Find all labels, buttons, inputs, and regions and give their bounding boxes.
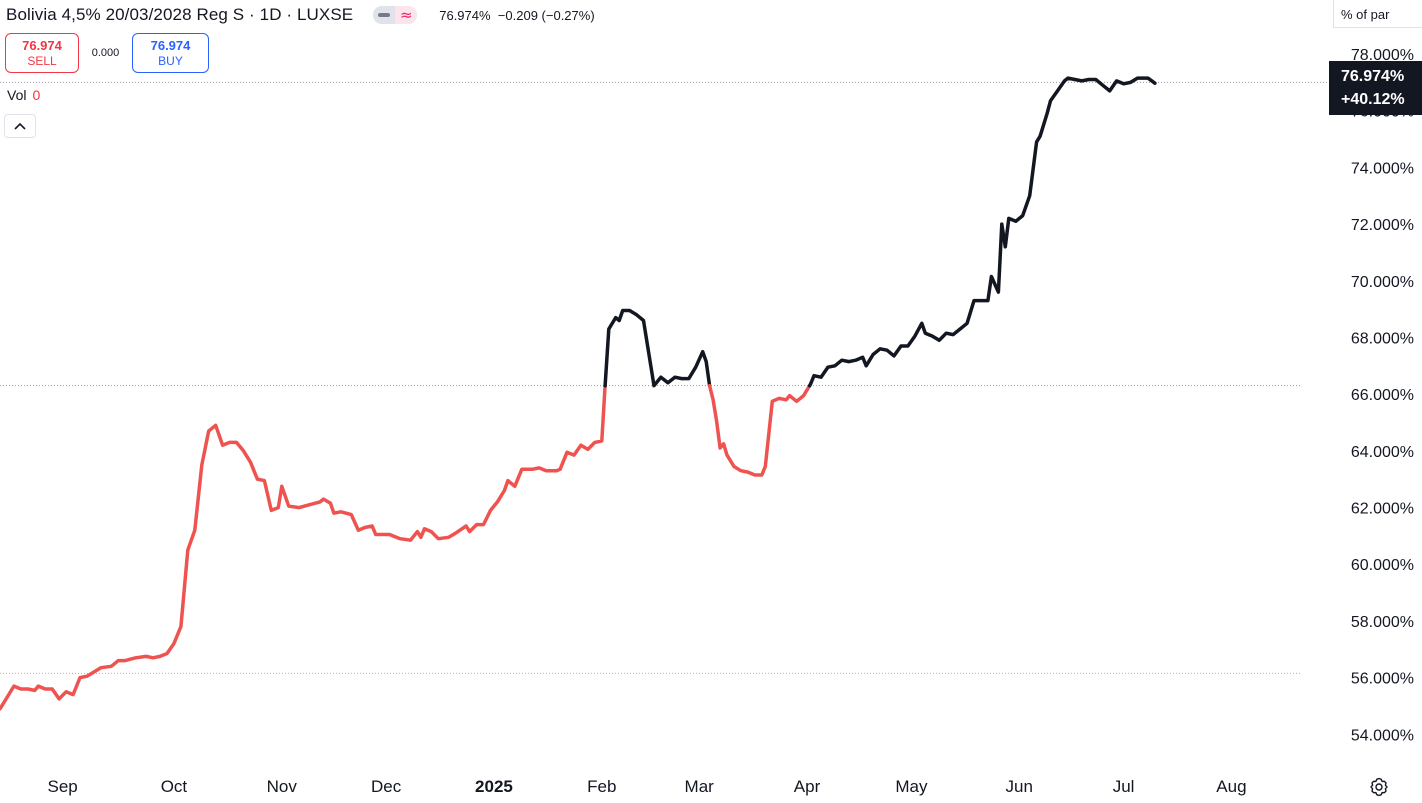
eye-icon[interactable]: [373, 6, 396, 24]
y-tick-label: 54.000%: [1351, 727, 1414, 744]
current-price-change: +40.12%: [1341, 91, 1405, 108]
x-tick-label: Oct: [161, 777, 188, 796]
chevron-up-icon: [14, 122, 26, 130]
sell-button[interactable]: 76.974 SELL: [5, 33, 79, 73]
approx-icon[interactable]: ≈: [395, 6, 418, 24]
x-tick-label: Dec: [371, 777, 402, 796]
change-percent: (−0.27%): [541, 7, 595, 23]
y-axis-ticks: 54.000% 56.000% 58.000% 60.000% 62.000% 64.00…: [1351, 47, 1414, 744]
volume-legend[interactable]: Vol 0: [7, 87, 40, 103]
sell-price: 76.974: [22, 38, 62, 53]
trade-buttons: 76.974 SELL 0.000 76.974 BUY: [5, 33, 209, 73]
series-line-above-baseline: [603, 308, 712, 388]
y-tick-label: 66.000%: [1351, 387, 1414, 404]
y-tick-label: 72.000%: [1351, 217, 1414, 234]
quote-values: 76.974% −0.209 (−0.27%): [439, 8, 594, 23]
x-tick-label: 2025: [475, 777, 513, 796]
current-price-value: 76.974%: [1341, 68, 1405, 85]
series-line-below-baseline: [0, 383, 607, 711]
axis-unit-label[interactable]: % of par: [1333, 0, 1422, 28]
y-tick-label: 60.000%: [1351, 557, 1414, 574]
x-tick-label: Nov: [267, 777, 298, 796]
axis-settings-button[interactable]: [1368, 776, 1390, 798]
x-tick-label: Jun: [1006, 777, 1033, 796]
x-tick-label: Sep: [47, 777, 77, 796]
buy-button[interactable]: 76.974 BUY: [132, 33, 209, 73]
y-tick-label: 70.000%: [1351, 274, 1414, 291]
x-tick-label: Jul: [1113, 777, 1135, 796]
series-line-above-baseline: [807, 76, 1157, 388]
series-layer: [0, 76, 1157, 711]
sell-label: SELL: [27, 53, 57, 68]
gear-icon: [1370, 777, 1388, 797]
symbol-title[interactable]: Bolivia 4,5% 20/03/2028 Reg S · 1D · LUX…: [6, 5, 354, 24]
x-tick-label: Aug: [1216, 777, 1246, 796]
x-axis-ticks: Sep Oct Nov Dec 2025 Feb Mar Apr May Jun Jul Aug: [47, 777, 1246, 796]
y-tick-label: 58.000%: [1351, 614, 1414, 631]
spread-value: 0.000: [91, 47, 120, 59]
x-tick-label: Feb: [587, 777, 616, 796]
y-tick-label: 56.000%: [1351, 671, 1414, 688]
y-tick-label: 62.000%: [1351, 501, 1414, 518]
x-tick-label: May: [895, 777, 928, 796]
y-tick-label: 68.000%: [1351, 330, 1414, 347]
y-tick-label: 78.000%: [1351, 47, 1414, 64]
buy-label: BUY: [158, 53, 183, 68]
current-price-label: 76.974% +40.12%: [1329, 61, 1422, 115]
y-tick-label: 74.000%: [1351, 160, 1414, 177]
volume-label: Vol: [7, 87, 27, 103]
x-tick-label: Apr: [794, 777, 821, 796]
x-tick-label: Mar: [685, 777, 715, 796]
legend-toggle-pill[interactable]: ≈: [373, 6, 418, 24]
buy-price: 76.974: [150, 38, 191, 53]
volume-value: 0: [32, 87, 41, 103]
reference-lines: [0, 81, 1329, 674]
collapse-legend-button[interactable]: [4, 114, 36, 138]
change-value: −0.209: [497, 7, 538, 23]
last-value: 76.974%: [439, 7, 491, 23]
y-tick-label: 64.000%: [1351, 444, 1414, 461]
series-line-below-baseline: [707, 383, 812, 477]
symbol-legend: Bolivia 4,5% 20/03/2028 Reg S · 1D · LUX…: [6, 4, 595, 26]
